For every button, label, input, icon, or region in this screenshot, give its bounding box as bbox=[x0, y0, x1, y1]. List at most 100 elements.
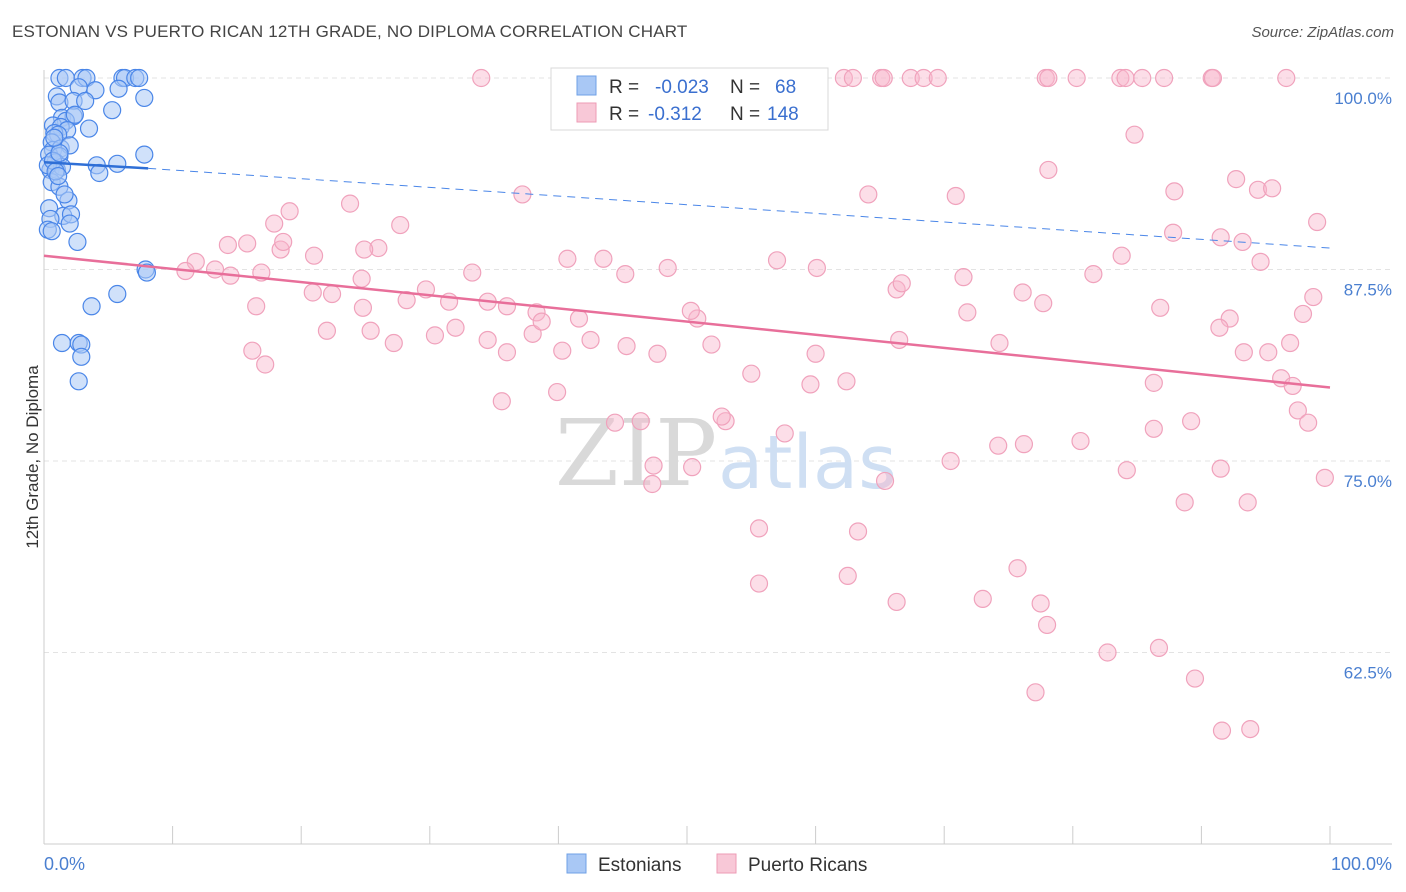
puerto-ricans-point bbox=[681, 301, 700, 320]
x-tick-label-min: 0.0% bbox=[44, 854, 85, 874]
puerto-ricans-point bbox=[558, 249, 577, 268]
estonians-point bbox=[50, 143, 69, 163]
puerto-ricans-point bbox=[472, 68, 491, 88]
puerto-ricans-points bbox=[176, 68, 1334, 740]
grid-lines bbox=[44, 77, 1392, 653]
puerto-ricans-point bbox=[1164, 223, 1183, 242]
estonians-point bbox=[69, 372, 88, 391]
puerto-ricans-point bbox=[1293, 304, 1313, 324]
puerto-ricans-point bbox=[954, 268, 973, 287]
puerto-ricans-point bbox=[702, 335, 721, 354]
puerto-ricans-point bbox=[775, 424, 794, 443]
puerto-ricans-point bbox=[616, 264, 635, 284]
legend-n-label-puerto-ricans: N = bbox=[730, 104, 760, 125]
estonians-point bbox=[49, 166, 68, 186]
puerto-ricans-point bbox=[928, 68, 947, 88]
puerto-ricans-point bbox=[887, 592, 906, 612]
puerto-ricans-point bbox=[1304, 287, 1323, 307]
puerto-ricans-point bbox=[243, 341, 262, 360]
puerto-ricans-point bbox=[497, 297, 517, 316]
puerto-ricans-point bbox=[303, 283, 322, 302]
puerto-ricans-point bbox=[340, 194, 360, 213]
puerto-ricans-point bbox=[631, 412, 650, 431]
puerto-ricans-point bbox=[989, 436, 1008, 455]
puerto-ricans-point bbox=[1227, 170, 1246, 189]
puerto-ricans-point bbox=[892, 274, 911, 293]
estonians-point bbox=[55, 185, 74, 204]
legend-n-value-puerto-ricans: 148 bbox=[767, 104, 799, 125]
puerto-ricans-point bbox=[1241, 719, 1260, 739]
puerto-ricans-point bbox=[946, 186, 965, 206]
estonians-point bbox=[52, 333, 72, 353]
estonians-point bbox=[42, 222, 61, 241]
puerto-ricans-point bbox=[874, 68, 893, 88]
puerto-ricans-point bbox=[446, 318, 465, 337]
puerto-ricans-point bbox=[265, 214, 284, 233]
puerto-ricans-point bbox=[712, 407, 731, 426]
estonians-point bbox=[108, 154, 127, 173]
puerto-ricans-point bbox=[742, 364, 761, 383]
puerto-ricans-point bbox=[205, 260, 225, 279]
puerto-ricans-point bbox=[569, 309, 589, 328]
puerto-ricans-point bbox=[527, 303, 546, 322]
puerto-ricans-point bbox=[247, 297, 266, 316]
bottom-legend-label-puerto-ricans: Puerto Ricans bbox=[748, 855, 867, 876]
bottom-legend-swatch-estonians bbox=[566, 853, 587, 874]
puerto-ricans-point bbox=[218, 235, 237, 255]
estonians-point bbox=[72, 347, 91, 366]
puerto-ricans-point bbox=[1125, 125, 1144, 144]
puerto-ricans-point bbox=[384, 333, 403, 353]
puerto-ricans-point bbox=[463, 263, 482, 282]
puerto-ricans-point bbox=[1299, 413, 1318, 432]
puerto-ricans-point bbox=[1283, 376, 1302, 396]
puerto-ricans-point bbox=[1026, 683, 1045, 702]
estonians-point bbox=[79, 119, 99, 138]
watermark-atlas: atlas bbox=[718, 420, 897, 506]
puerto-ricans-point bbox=[1133, 68, 1152, 88]
puerto-ricans-point bbox=[644, 456, 663, 475]
puerto-ricans-point bbox=[1251, 252, 1270, 271]
chart-source: Source: ZipAtlas.com bbox=[1251, 24, 1394, 41]
puerto-ricans-point bbox=[941, 451, 960, 471]
puerto-ricans-point bbox=[391, 215, 410, 235]
puerto-ricans-point bbox=[683, 458, 702, 477]
puerto-ricans-point bbox=[1259, 343, 1278, 362]
puerto-ricans-point bbox=[1211, 459, 1230, 478]
puerto-ricans-point bbox=[492, 392, 511, 411]
puerto-ricans-point bbox=[1238, 493, 1257, 512]
legend-r-label-estonians: R = bbox=[609, 77, 639, 98]
y-axis-label: 12th Grade, No Diploma bbox=[23, 365, 42, 549]
puerto-ricans-point bbox=[274, 232, 293, 252]
puerto-ricans-point bbox=[605, 413, 625, 432]
chart-title: ESTONIAN VS PUERTO RICAN 12TH GRADE, NO … bbox=[12, 22, 688, 41]
puerto-ricans-point bbox=[806, 344, 825, 363]
puerto-ricans-point bbox=[807, 258, 826, 278]
puerto-ricans-point bbox=[658, 258, 677, 278]
legend-box bbox=[550, 67, 829, 131]
puerto-ricans-point bbox=[648, 344, 667, 363]
puerto-ricans-point bbox=[256, 355, 275, 374]
puerto-ricans-point bbox=[801, 375, 820, 394]
puerto-ricans-point bbox=[1014, 435, 1034, 454]
x-tick-marks bbox=[43, 826, 1331, 844]
puerto-ricans-point bbox=[1203, 68, 1223, 88]
y-tick-label: 100.0% bbox=[1334, 89, 1392, 108]
puerto-ricans-point bbox=[843, 68, 862, 88]
puerto-ricans-point bbox=[837, 372, 856, 391]
puerto-ricans-point bbox=[1155, 68, 1174, 88]
estonians-points bbox=[38, 68, 156, 391]
puerto-ricans-point bbox=[322, 284, 342, 304]
puerto-ricans-point bbox=[749, 574, 769, 593]
estonians-point bbox=[82, 297, 101, 316]
puerto-ricans-point bbox=[1263, 179, 1282, 198]
bottom-legend-swatch-puerto-ricans bbox=[716, 853, 737, 874]
puerto-ricans-point bbox=[553, 341, 572, 360]
puerto-ricans-point bbox=[1149, 638, 1169, 658]
puerto-ricans-point bbox=[355, 240, 374, 259]
watermark-zip: ZIP bbox=[555, 400, 717, 507]
legend-n-value-estonians: 68 bbox=[775, 77, 796, 98]
puerto-ricans-point bbox=[548, 382, 567, 402]
puerto-ricans-point bbox=[1210, 318, 1229, 337]
estonians-point bbox=[65, 105, 84, 124]
puerto-ricans-point bbox=[1211, 228, 1230, 247]
